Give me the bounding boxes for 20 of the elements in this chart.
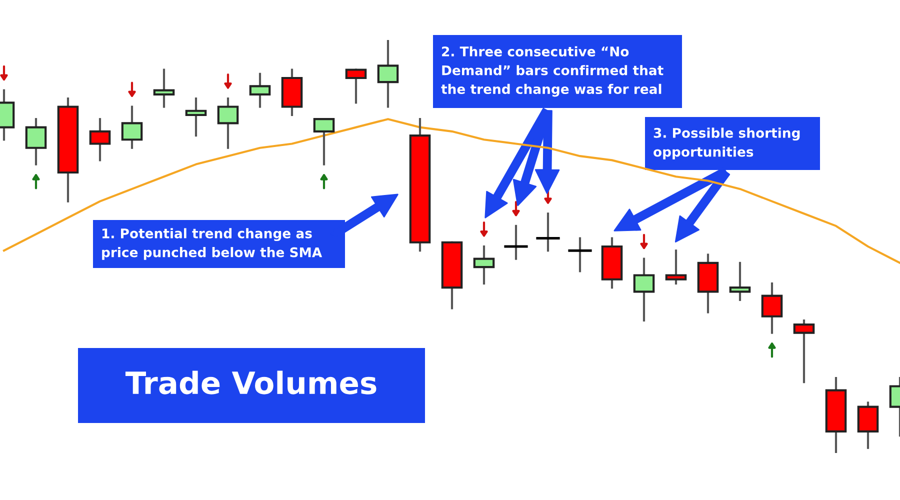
candlestick — [633, 258, 655, 322]
candlestick — [665, 250, 687, 285]
text: Trade Volumes — [125, 370, 376, 394]
candlestick — [761, 282, 783, 334]
candlestick — [185, 97, 207, 137]
candlestick — [729, 262, 751, 301]
candlestick — [25, 118, 47, 166]
candlestick — [217, 97, 239, 149]
candlestick — [153, 68, 175, 108]
annotation: 3. Possible shorting opportunities — [654, 128, 800, 160]
candlestick — [377, 40, 399, 108]
candlestick — [249, 72, 271, 108]
candlestick — [793, 319, 815, 384]
annotation: 2. Three consecutive “No Demand” bars confirmed that the trend change was for real — [441, 46, 664, 97]
candlestick — [473, 245, 495, 285]
candlestick — [121, 106, 143, 149]
candlestick — [313, 118, 335, 166]
annotation: 1. Potential trend change as price punched below the SMA — [102, 228, 322, 260]
candlestick — [345, 68, 367, 104]
candlestick — [89, 118, 111, 162]
